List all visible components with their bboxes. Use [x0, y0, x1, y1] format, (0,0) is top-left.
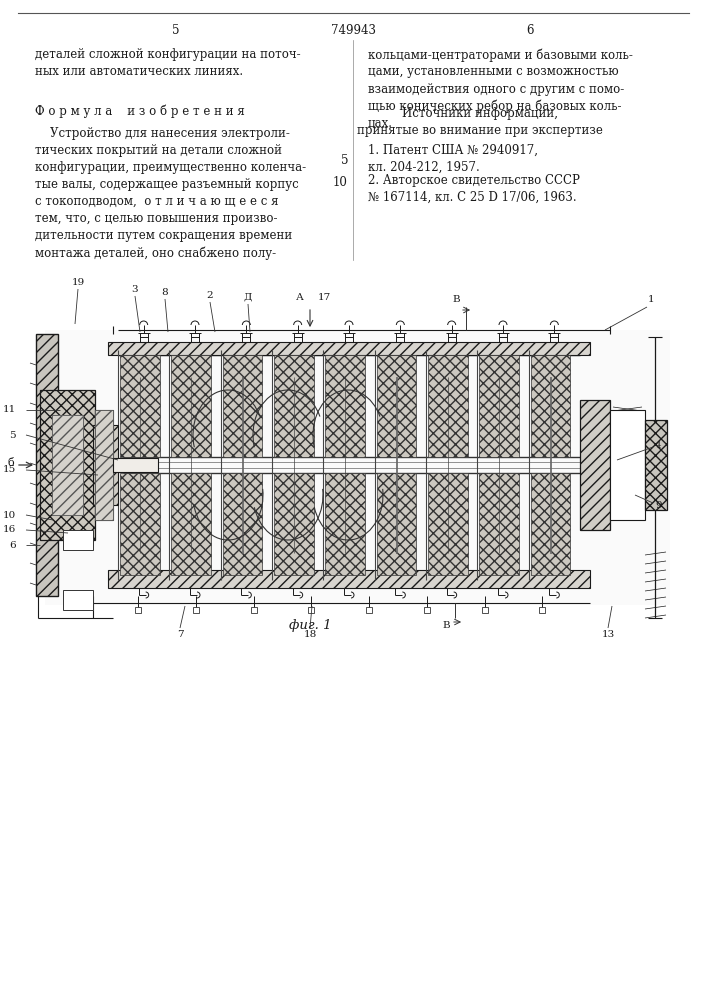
- Text: 2. Авторское свидетельство СССР
№ 167114, кл. С 25 D 17/06, 1963.: 2. Авторское свидетельство СССР № 167114…: [368, 174, 580, 204]
- Bar: [120, 473, 160, 575]
- Bar: [274, 473, 314, 575]
- Bar: [108, 342, 590, 355]
- Bar: [610, 410, 645, 520]
- Bar: [580, 400, 610, 530]
- Bar: [325, 473, 365, 575]
- Text: Устройство для нанесения электроли-
тических покрытий на детали сложной
конфигур: Устройство для нанесения электроли- тиче…: [35, 127, 306, 260]
- Text: 16: 16: [3, 526, 16, 534]
- Text: 1. Патент США № 2940917,
кл. 204-212, 1957.: 1. Патент США № 2940917, кл. 204-212, 19…: [368, 144, 538, 174]
- Bar: [113, 458, 158, 472]
- Text: 2: 2: [206, 291, 214, 300]
- Bar: [120, 355, 160, 457]
- Bar: [377, 473, 416, 575]
- Bar: [36, 334, 58, 596]
- Bar: [40, 390, 95, 540]
- Text: фиг. 1: фиг. 1: [288, 618, 332, 632]
- Bar: [93, 425, 118, 505]
- Bar: [423, 607, 430, 613]
- Text: кольцами-центраторами и базовыми коль-
цами, установленными с возможностью
взаим: кольцами-центраторами и базовыми коль- ц…: [368, 48, 633, 130]
- Text: 5: 5: [341, 153, 348, 166]
- Bar: [377, 355, 416, 457]
- Bar: [193, 607, 199, 613]
- Bar: [479, 355, 519, 457]
- Bar: [250, 607, 257, 613]
- Text: 9: 9: [655, 500, 662, 510]
- Text: В: В: [452, 295, 460, 304]
- Text: 3: 3: [132, 285, 139, 294]
- Bar: [274, 355, 314, 457]
- Bar: [52, 415, 83, 515]
- Bar: [223, 473, 262, 575]
- Bar: [308, 607, 314, 613]
- Text: 10: 10: [333, 176, 348, 188]
- Bar: [108, 570, 590, 588]
- Text: 15: 15: [3, 466, 16, 475]
- Text: 19: 19: [71, 278, 85, 287]
- Bar: [531, 355, 571, 457]
- Text: А: А: [296, 293, 304, 302]
- Text: Источники информации,
принятые во внимание при экспертизе: Источники информации, принятые во вниман…: [357, 107, 603, 137]
- Text: 18: 18: [303, 630, 317, 639]
- Text: Ф о р м у л а    и з о б р е т е н и я: Ф о р м у л а и з о б р е т е н и я: [35, 105, 245, 118]
- Text: 8: 8: [162, 288, 168, 297]
- Bar: [539, 607, 545, 613]
- Text: 749943: 749943: [330, 23, 375, 36]
- Bar: [95, 410, 113, 520]
- Text: 10: 10: [3, 510, 16, 520]
- Text: 1: 1: [648, 295, 655, 304]
- Bar: [95, 410, 113, 520]
- Text: 13: 13: [602, 630, 614, 639]
- Bar: [645, 420, 667, 510]
- Text: Д: Д: [244, 293, 252, 302]
- Text: 17: 17: [318, 293, 332, 302]
- Bar: [479, 473, 519, 575]
- Text: 6: 6: [526, 23, 534, 36]
- Bar: [223, 355, 262, 457]
- Text: 7: 7: [177, 630, 183, 639]
- Bar: [52, 415, 83, 515]
- Bar: [63, 590, 93, 610]
- Bar: [428, 473, 467, 575]
- Bar: [45, 330, 670, 605]
- Bar: [171, 473, 211, 575]
- Bar: [135, 607, 141, 613]
- Text: 6: 6: [9, 540, 16, 550]
- Text: деталей сложной конфигурации на поточ-
ных или автоматических линиях.: деталей сложной конфигурации на поточ- н…: [35, 48, 300, 78]
- Text: б: б: [7, 458, 14, 468]
- Bar: [366, 607, 372, 613]
- Text: 5: 5: [173, 23, 180, 36]
- Text: В: В: [443, 621, 450, 631]
- Bar: [481, 607, 488, 613]
- Bar: [171, 355, 211, 457]
- Text: 4: 4: [655, 440, 662, 450]
- Text: 11: 11: [3, 406, 16, 414]
- Bar: [63, 530, 93, 550]
- Bar: [531, 473, 571, 575]
- Bar: [325, 355, 365, 457]
- Text: 5: 5: [9, 430, 16, 440]
- Bar: [428, 355, 467, 457]
